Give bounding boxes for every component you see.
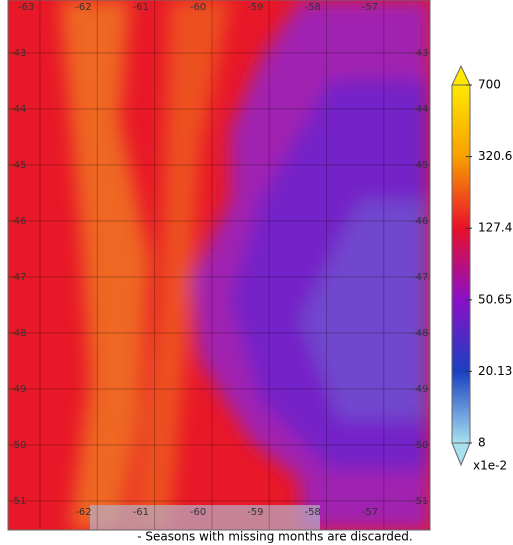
latitude-label: -45	[10, 160, 26, 171]
colorbar-label: 8	[478, 436, 486, 450]
latitude-label: -51	[10, 496, 26, 507]
longitude-label: -63	[18, 2, 34, 13]
longitude-label: -62	[75, 2, 91, 13]
longitude-label: -59	[247, 507, 263, 518]
latitude-label: -45	[412, 160, 428, 171]
colorbar-top-arrow	[452, 66, 470, 85]
colorbar-label: 127.4	[478, 221, 512, 235]
map-figure: -63 -62 -61 -60 -59 -58 -57 -62 -61 -60 -59 -58 -57 -…	[0, 0, 513, 545]
latitude-label: -50	[412, 440, 428, 451]
colorbar	[452, 85, 470, 443]
latitude-label: -47	[10, 272, 26, 283]
map: -63 -62 -61 -60 -59 -58 -57 -62 -61 -60 -59 -58 -57 -…	[8, 0, 430, 530]
longitude-label: -57	[362, 507, 378, 518]
longitude-label: -58	[305, 507, 321, 518]
latitude-label: -46	[412, 216, 428, 227]
longitude-label: -62	[75, 507, 91, 518]
colorbar-label: 700	[478, 78, 501, 92]
longitude-label: -61	[133, 507, 149, 518]
colorbar-label: 50.65	[478, 292, 512, 306]
longitude-label: -59	[247, 2, 263, 13]
colorbar-label: 320.6	[478, 149, 512, 163]
colorbar-label: 20.13	[478, 364, 512, 378]
longitude-label: -58	[305, 2, 321, 13]
latitude-label: -49	[10, 384, 26, 395]
longitude-label: -61	[133, 2, 149, 13]
latitude-label: -49	[412, 384, 428, 395]
longitude-label: -60	[190, 2, 206, 13]
colorbar-unit: x1e-2	[473, 459, 507, 473]
latitude-label: -43	[412, 48, 428, 59]
latitude-label: -51	[412, 496, 428, 507]
latitude-label: -47	[412, 272, 428, 283]
latitude-label: -48	[412, 328, 428, 339]
longitude-label: -60	[190, 507, 206, 518]
colorbar-bottom-arrow	[452, 443, 470, 465]
latitude-label: -50	[10, 440, 26, 451]
latitude-label: -44	[10, 104, 26, 115]
footnote: - Seasons with missing months are discar…	[137, 530, 412, 544]
latitude-label: -43	[10, 48, 26, 59]
longitude-label: -57	[362, 2, 378, 13]
latitude-label: -48	[10, 328, 26, 339]
latitude-label: -44	[412, 104, 428, 115]
latitude-label: -46	[10, 216, 26, 227]
